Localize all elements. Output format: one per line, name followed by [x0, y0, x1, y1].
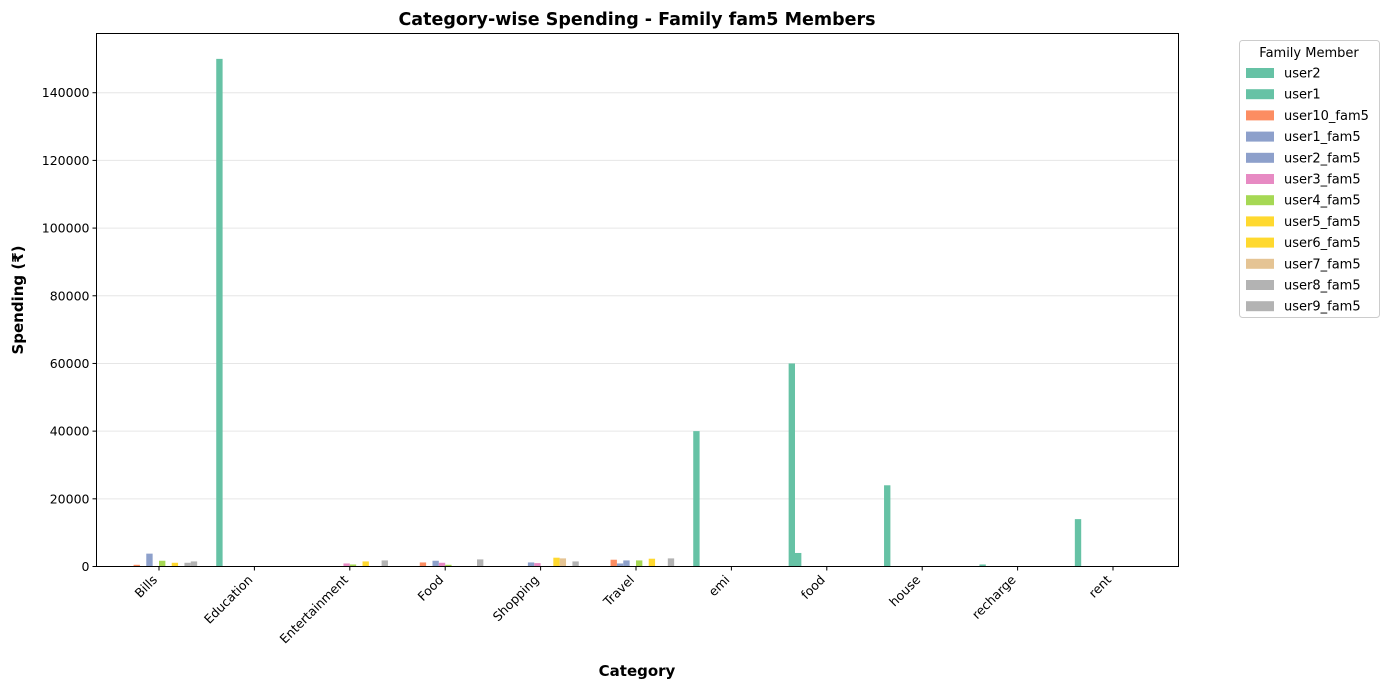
bar-user4_fam5-Entertainment — [349, 564, 357, 567]
bar-user4_fam5-Food — [445, 564, 452, 567]
bar-user3_fam5-Shopping — [534, 563, 541, 567]
bars — [133, 58, 1082, 567]
legend: Family Member user2 user1 user10_fam5 user1… — [1239, 40, 1380, 318]
bar-user2-food — [788, 363, 795, 567]
legend-swatch-user2 — [1246, 68, 1274, 78]
bar-user2-house — [884, 485, 891, 567]
bar-user10_fam5-Bills — [133, 564, 140, 567]
bar-user2-Education — [216, 58, 223, 567]
bar-user2-emi — [693, 431, 700, 567]
x-tick-label-Education: Education — [201, 572, 256, 627]
bar-user6_fam5-Bills — [171, 562, 179, 567]
legend-label-user7_fam5: user7_fam5 — [1284, 257, 1361, 272]
legend-label-user9_fam5: user9_fam5 — [1284, 300, 1361, 315]
legend-label-user8_fam5: user8_fam5 — [1284, 279, 1361, 294]
legend-title: Family Member — [1259, 46, 1359, 61]
x-axis-label: Category — [599, 662, 676, 680]
x-axis: Bills Education Entertainment Food Shopping T… — [131, 566, 1115, 646]
y-tick-label: 140000 — [42, 85, 90, 100]
x-tick-label-Travel: Travel — [600, 572, 638, 610]
legend-swatch-user5_fam5 — [1246, 216, 1274, 227]
y-tick-label: 0 — [82, 559, 90, 574]
legend-swatch-user4_fam5 — [1246, 195, 1274, 206]
bar-user9_fam5-Entertainment — [381, 560, 388, 567]
bar-user9_fam5-Bills — [190, 561, 198, 567]
legend-label-user6_fam5: user6_fam5 — [1284, 236, 1361, 251]
x-tick-label-Bills: Bills — [131, 572, 160, 601]
bar-user6_fam5-Travel — [648, 558, 656, 567]
bar-user6_fam5-Shopping — [553, 557, 560, 567]
bar-user6_fam5-Entertainment — [362, 561, 369, 567]
bar-user7_fam5-Shopping — [559, 558, 567, 567]
legend-swatch-user1 — [1246, 89, 1274, 100]
bar-user9_fam5-Travel — [667, 558, 675, 567]
bar-user1-food — [795, 552, 802, 567]
bar-user4_fam5-Bills — [159, 560, 166, 567]
bar-user9_fam5-Shopping — [572, 561, 579, 567]
legend-swatch-user3_fam5 — [1246, 174, 1274, 184]
legend-label-user10_fam5: user10_fam5 — [1284, 109, 1369, 124]
legend-swatch-user1_fam5 — [1246, 131, 1274, 142]
bar-user3_fam5-Entertainment — [343, 563, 350, 567]
bar-user1_fam5-Travel — [616, 563, 624, 567]
x-tick-label-Entertainment: Entertainment — [277, 572, 351, 646]
bar-user3_fam5-Food — [438, 562, 446, 567]
plot-area-frame — [96, 33, 1179, 567]
bar-user8_fam5-Bills — [184, 562, 191, 567]
y-tick-label: 80000 — [50, 288, 90, 303]
x-tick-label-food: food — [798, 572, 828, 602]
bar-user4_fam5-Travel — [636, 560, 643, 567]
bar-user2-rent — [1074, 519, 1082, 567]
y-tick-label: 100000 — [42, 221, 90, 236]
legend-label-user1_fam5: user1_fam5 — [1284, 130, 1361, 145]
x-tick-label-rent: rent — [1086, 572, 1115, 601]
legend-swatch-user7_fam5 — [1246, 258, 1274, 269]
legend-swatch-user9_fam5 — [1246, 301, 1274, 312]
x-tick-label-Shopping: Shopping — [490, 572, 542, 624]
legend-label-user2_fam5: user2_fam5 — [1284, 151, 1361, 166]
legend-label-user4_fam5: user4_fam5 — [1284, 194, 1361, 209]
y-tick-label: 20000 — [50, 491, 90, 506]
y-axis: 0 20000 40000 60000 80000 100000 120000 140000 — [42, 85, 97, 574]
bar-user2-recharge — [979, 564, 986, 567]
legend-label-user2: user2 — [1284, 67, 1321, 82]
x-tick-label-emi: emi — [705, 572, 732, 599]
legend-swatch-user8_fam5 — [1246, 280, 1274, 290]
legend-swatch-user2_fam5 — [1246, 152, 1274, 163]
legend-label-user3_fam5: user3_fam5 — [1284, 173, 1361, 188]
chart-title: Category-wise Spending - Family fam5 Mem… — [398, 10, 875, 30]
y-tick-label: 40000 — [50, 424, 90, 439]
bar-user2_fam5-Travel — [623, 560, 630, 567]
x-tick-label-Food: Food — [415, 572, 447, 604]
y-axis-label: Spending (₹) — [9, 245, 27, 354]
bar-user9_fam5-Food — [477, 559, 484, 567]
legend-label-user5_fam5: user5_fam5 — [1284, 215, 1361, 230]
x-tick-label-house: house — [886, 572, 923, 609]
legend-swatch-user10_fam5 — [1246, 110, 1274, 121]
legend-swatch-user6_fam5 — [1246, 237, 1274, 248]
bar-user10_fam5-Food — [419, 562, 427, 567]
legend-label-user1: user1 — [1284, 88, 1321, 103]
bar-user10_fam5-Travel — [610, 559, 617, 567]
bar-user2_fam5-Bills — [146, 553, 153, 567]
bar-user2_fam5-Shopping — [527, 562, 535, 567]
x-tick-label-recharge: recharge — [969, 572, 1019, 622]
grid-lines — [96, 92, 1179, 567]
y-tick-label: 120000 — [42, 153, 90, 168]
bar-user2_fam5-Food — [432, 560, 439, 567]
y-tick-label: 60000 — [50, 356, 90, 371]
legend-frame — [1239, 40, 1380, 318]
